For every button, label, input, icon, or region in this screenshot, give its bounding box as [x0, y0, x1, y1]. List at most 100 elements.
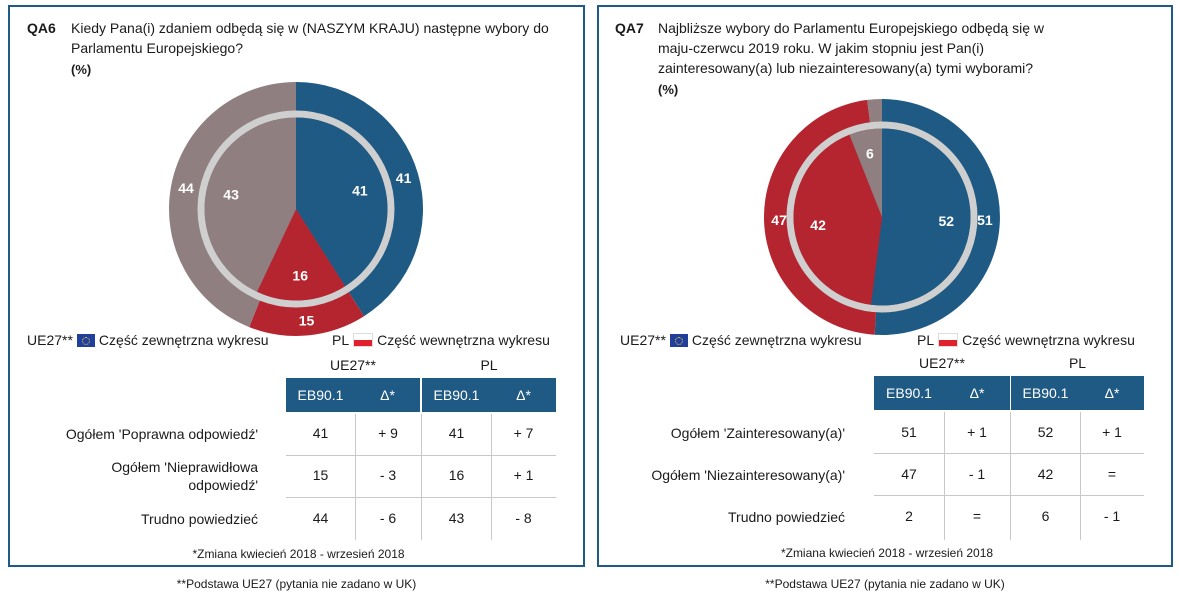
legend-inner: PL Część wewnętrzna wykresu: [332, 332, 550, 348]
legend-outer: UE27** Część zewnętrzna wykresu: [620, 332, 862, 348]
table-cell: + 7: [513, 425, 534, 441]
header-delta-eu: Δ*: [944, 376, 1010, 410]
group-label-pl: PL: [480, 357, 498, 373]
question-text: Kiedy Pana(i) zdaniem odbędą się w (NASZ…: [71, 20, 549, 56]
table-cell: + 1: [967, 424, 987, 440]
inner-label-1: 42: [810, 217, 826, 233]
table-cell: 6: [1041, 508, 1050, 524]
legend-eu-text: Część zewnętrzna wykresu: [691, 332, 862, 348]
table-cell: - 6: [379, 510, 397, 526]
table-cell: - 8: [515, 510, 532, 526]
row-label: Ogółem 'Nieprawidłowa odpowiedź': [111, 459, 258, 493]
header-eb-pl: EB90.1: [422, 378, 491, 412]
row-label: Trudno powiedzieć: [141, 511, 258, 527]
legend-eu-label: UE27**: [27, 332, 73, 348]
grid-line: [874, 453, 1144, 454]
change-note: *Zmiana kwiecień 2018 - wrzesień 2018: [780, 546, 994, 560]
grid-line: [1010, 412, 1011, 540]
table-cell: 2: [905, 508, 913, 524]
group-label-eu: UE27**: [330, 357, 376, 373]
row-label: Ogółem 'Poprawna odpowiedź': [65, 426, 258, 442]
outer-label-0: 41: [396, 170, 412, 186]
grid-line: [286, 497, 556, 498]
legend-pl-text: Część wewnętrzna wykresu: [377, 332, 550, 348]
unit-label: (%): [658, 82, 679, 97]
outer-label-1: 47: [771, 212, 787, 228]
grid-line: [1080, 412, 1081, 540]
table-cell: - 1: [968, 466, 986, 482]
legend-pl-label: PL: [332, 332, 350, 348]
outer-label-2: 44: [178, 180, 194, 196]
table-cell: 41: [448, 425, 465, 441]
legend-eu-text: Część zewnętrzna wykresu: [98, 332, 269, 348]
header-eb-pl: EB90.1: [1011, 376, 1080, 410]
table-cell: 15: [312, 467, 329, 483]
inner-slice-2: [849, 128, 882, 217]
question-code: QA6: [27, 20, 56, 36]
header-eb-eu: EB90.1: [286, 378, 355, 412]
row-label: Ogółem 'Zainteresowany(a)': [670, 425, 845, 441]
inner-slice-1: [793, 134, 882, 305]
unit-label: (%): [71, 62, 92, 77]
qa7-pie-chart: 51 47 52 42 6: [763, 99, 1000, 335]
inner-label-2: 43: [223, 187, 239, 203]
table-cell: 41: [312, 425, 329, 441]
table-cell: =: [1107, 466, 1117, 482]
inner-slice-0: [870, 128, 971, 306]
qa6-panel: QA6 Kiedy Pana(i) zdaniem odbędą się w (…: [8, 5, 585, 567]
inner-slice-1: [257, 209, 346, 301]
legend-outer: UE27** Część zewnętrzna wykresu: [27, 332, 269, 348]
grid-line: [944, 412, 945, 540]
header-delta-pl: Δ*: [1080, 376, 1144, 410]
table-cell: - 1: [1103, 508, 1121, 524]
qa6-pie-chart: 41 15 44 41 16 43: [169, 81, 424, 336]
outer-label-0: 51: [977, 212, 993, 228]
table-cell: 44: [312, 510, 329, 526]
eu-flag-icon: [76, 334, 95, 347]
header-delta-pl: Δ*: [491, 378, 556, 412]
inner-label-0: 41: [352, 182, 368, 198]
row-label: Ogółem 'Niezainteresowany(a)': [651, 467, 845, 483]
table-cell: + 9: [378, 425, 398, 441]
table-cell: 51: [901, 424, 917, 440]
separator-ring: [786, 121, 978, 313]
group-label-pl: PL: [1068, 355, 1087, 371]
legend-inner: PL Część wewnętrzna wykresu: [917, 332, 1135, 348]
pl-flag-icon: [353, 333, 374, 347]
row-label: Trudno powiedzieć: [728, 509, 845, 525]
table-cell: + 1: [513, 467, 534, 483]
outer-label-1: 15: [299, 313, 315, 329]
pl-flag-icon: [938, 333, 959, 347]
question-code: QA7: [615, 20, 644, 36]
inner-label-2: 6: [866, 146, 874, 162]
change-note: *Zmiana kwiecień 2018 - wrzesień 2018: [192, 547, 405, 561]
inner-slice-2: [204, 117, 296, 292]
table-cell: 42: [1037, 466, 1054, 482]
grid-line: [874, 495, 1144, 496]
table-cell: 43: [448, 510, 465, 526]
table-cell: + 1: [1102, 424, 1122, 440]
grid-line: [421, 414, 422, 540]
eu-flag-icon: [669, 334, 688, 347]
inner-label-1: 16: [292, 267, 308, 283]
table-cell: =: [972, 508, 982, 524]
grid-line: [355, 414, 356, 540]
separator-ring: [197, 110, 395, 308]
table-cell: - 3: [379, 467, 397, 483]
inner-slice-0: [296, 117, 388, 287]
table-cell: 16: [448, 467, 465, 483]
footnote: **Podstawa UE27 (pytania nie zadano w UK…: [176, 577, 417, 591]
table-cell: 47: [901, 466, 917, 482]
inner-label-0: 52: [939, 213, 955, 229]
qa7-panel: QA7 Najbliższe wybory do Parlamentu Euro…: [597, 5, 1173, 567]
legend-pl-text: Część wewnętrzna wykresu: [962, 332, 1135, 348]
grid-line: [491, 414, 492, 540]
header-eb-eu: EB90.1: [874, 376, 944, 410]
grid-line: [286, 455, 556, 456]
question-text: Najbliższe wybory do Parlamentu Europejs…: [658, 20, 1044, 76]
legend-eu-label: UE27**: [620, 332, 666, 348]
footnote: **Podstawa UE27 (pytania nie zadano w UK…: [765, 577, 1005, 591]
group-label-eu: UE27**: [919, 355, 965, 371]
table-cell: 52: [1037, 424, 1054, 440]
legend-pl-label: PL: [917, 332, 935, 348]
